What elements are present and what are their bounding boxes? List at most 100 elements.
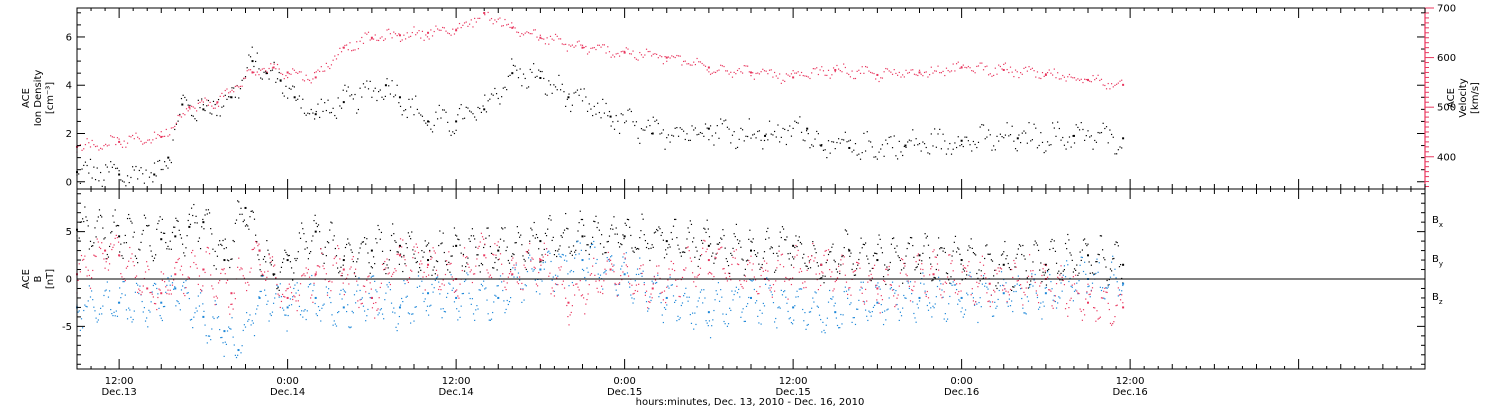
s-bx-series-sample: [269, 262, 271, 264]
s-by-series-sample: [994, 301, 996, 303]
s-bz-series-sample: [638, 283, 640, 285]
velocity-series-sample: [497, 18, 499, 20]
date-tick-label: Dec.13: [101, 387, 136, 398]
s-by-series-sample: [736, 292, 739, 294]
s-bx-series-sample: [504, 227, 506, 229]
s-bx-series-sample: [199, 248, 202, 250]
s-by-series-sample: [1108, 283, 1110, 286]
s-bx-series-point: [1087, 254, 1089, 257]
s-bz-series-sample: [642, 264, 644, 266]
s-by-series-sample: [526, 270, 529, 273]
s-by-series-sample: [945, 320, 948, 322]
ion-density-series-sample: [667, 134, 670, 136]
s-bz-series-sample: [323, 267, 325, 270]
s-bx-series-sample: [698, 258, 700, 260]
s-bx-series-sample: [917, 263, 919, 265]
velocity-series-sample: [1050, 72, 1052, 74]
s-by-series-sample: [1052, 299, 1054, 301]
ion-density-series-sample: [329, 112, 331, 114]
ion-density-series-sample: [155, 175, 157, 177]
ion-density-series-sample: [993, 145, 995, 147]
s-by-series-sample: [625, 252, 627, 254]
s-bz-series-sample: [857, 262, 859, 264]
velocity-series-sample: [747, 65, 749, 67]
ion-density-series-sample: [891, 147, 894, 149]
s-bx-series-sample: [490, 252, 493, 255]
s-bz-series-sample: [271, 256, 274, 258]
s-by-series-sample: [139, 285, 141, 287]
ion-density-series-sample: [1055, 135, 1057, 137]
s-by-series-sample: [632, 302, 634, 304]
s-by-series-sample: [939, 280, 941, 282]
s-bx-series-sample: [990, 259, 992, 261]
s-bz-series-sample: [251, 248, 253, 251]
velocity-series-sample: [740, 71, 742, 73]
velocity-series-sample: [1045, 73, 1047, 75]
ion-density-series-sample: [438, 104, 440, 107]
ion-density-series-sample: [725, 119, 727, 121]
s-bx-series-sample: [237, 200, 239, 202]
s-by-series-sample: [807, 323, 809, 326]
ion-density-series-sample: [189, 104, 191, 107]
s-bz-series-sample: [1055, 282, 1058, 285]
velocity-series-sample: [1078, 79, 1081, 81]
s-bz-series-sample: [839, 270, 841, 272]
s-bx-series-sample: [457, 238, 459, 240]
s-bx-series-sample: [589, 246, 591, 248]
s-bx-series-sample: [878, 234, 880, 236]
s-bz-series-sample: [261, 273, 263, 275]
velocity-series-sample: [767, 73, 769, 75]
s-bx-series-sample: [268, 253, 270, 255]
velocity-series-sample: [469, 23, 471, 25]
s-by-series-sample: [340, 289, 342, 292]
s-bz-series-sample: [869, 279, 871, 281]
s-bz-series-sample: [747, 263, 749, 266]
date-tick-label: Dec.16: [1112, 387, 1147, 398]
s-by-series-sample: [377, 314, 379, 316]
s-bz-series-sample: [346, 277, 348, 279]
ion-density-series-sample: [789, 125, 791, 127]
s-by-series-sample: [279, 283, 281, 285]
velocity-series-sample: [1048, 69, 1050, 71]
s-bx-series-sample: [838, 263, 840, 265]
s-by-series-sample: [475, 309, 477, 311]
s-bz-series-sample: [1009, 288, 1012, 291]
s-bx-series-sample: [618, 246, 621, 248]
velocity-series-sample: [224, 89, 226, 92]
s-bz-series-sample: [784, 280, 786, 282]
velocity-series-sample: [398, 33, 400, 35]
s-by-series-sample: [568, 285, 570, 287]
s-by-series-sample: [179, 309, 181, 311]
ion-density-series-sample: [878, 151, 880, 153]
s-by-series-sample: [548, 250, 550, 252]
s-by-series-sample: [457, 319, 459, 321]
velocity-series-sample: [602, 44, 604, 46]
ion-density-series-sample: [811, 144, 813, 146]
s-bx-series-sample: [388, 259, 390, 261]
ion-density-series-sample: [546, 94, 548, 96]
s-bx-series-sample: [603, 246, 605, 248]
s-bz-series-sample: [634, 289, 636, 292]
velocity-series-point: [623, 51, 626, 54]
s-bx-series-sample: [1032, 261, 1034, 263]
s-bx-series-sample: [936, 254, 939, 256]
s-bx-series-sample: [117, 225, 120, 227]
s-by-series-point: [623, 273, 626, 276]
s-bz-series-sample: [368, 275, 370, 277]
ion-density-series-sample: [602, 98, 604, 101]
s-bz-series-sample: [111, 248, 113, 251]
velocity-series-sample: [580, 44, 582, 46]
s-bx-series-sample: [617, 241, 620, 244]
s-by-series-sample: [328, 288, 330, 290]
s-bz-series-sample: [266, 276, 268, 278]
s-bx-series-sample: [654, 231, 657, 233]
s-by-series-sample: [996, 305, 998, 307]
s-by-series-sample: [298, 305, 301, 308]
ion-density-series-sample: [679, 127, 681, 129]
s-by-series-sample: [471, 298, 474, 300]
s-bx-series-sample: [993, 275, 995, 277]
s-bx-series-sample: [1030, 280, 1032, 282]
s-bx-series-sample: [905, 255, 907, 257]
s-bz-series-sample: [678, 295, 680, 298]
velocity-series-sample: [443, 27, 445, 29]
